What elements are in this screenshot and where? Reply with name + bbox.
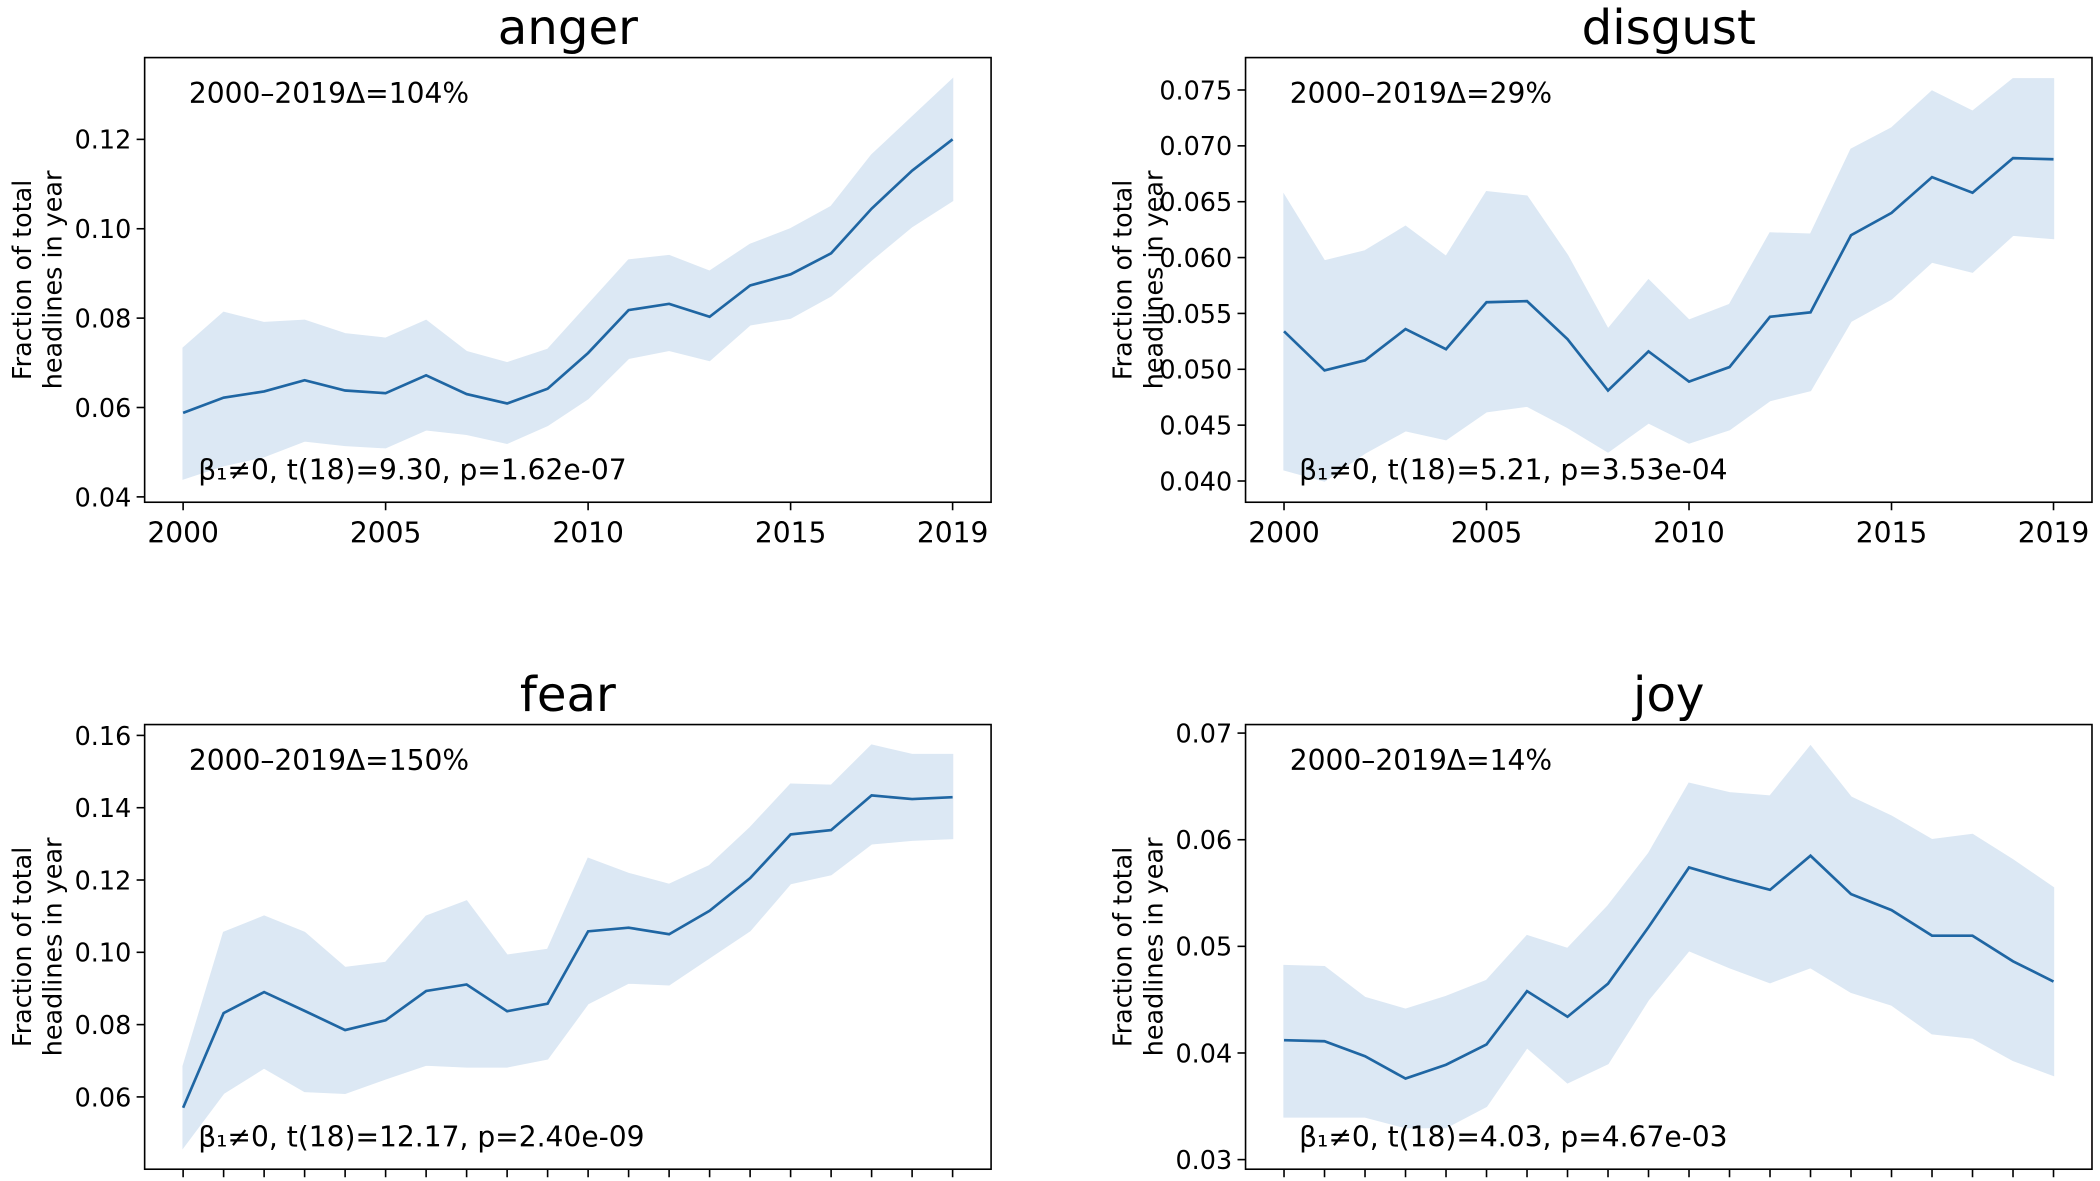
y-tick-label: 0.12: [75, 865, 132, 895]
y-tick-label: 0.055: [1159, 299, 1232, 329]
y-axis-label-line: headlines in year: [38, 837, 68, 1056]
confidence-band: [182, 77, 954, 480]
y-tick-label: 0.12: [75, 125, 132, 155]
annotation-change: 2000–2019Δ=150%: [189, 744, 469, 777]
y-axis-label-line: headlines in year: [1139, 170, 1169, 389]
y-tick-label: 0.08: [75, 303, 132, 333]
x-tick-label: 2019: [2018, 516, 2090, 549]
annotation-test: β₁≠0, t(18)=5.21, p=3.53e-04: [1299, 453, 1727, 486]
line: [182, 138, 954, 415]
y-tick-label: 0.03: [1176, 1145, 1233, 1175]
x-tick-label: 2010: [1653, 516, 1725, 549]
x-tick-label: 2000: [147, 516, 219, 549]
y-axis-label-line: headlines in year: [38, 170, 68, 389]
y-tick-label: 0.07: [1176, 718, 1233, 748]
confidence-band: [1283, 744, 2055, 1129]
axes-frame: [143, 723, 992, 1171]
y-tick-label: 0.16: [75, 721, 132, 751]
annotation-change: 2000–2019Δ=14%: [1290, 744, 1552, 777]
subplot-title: joy: [1632, 667, 1704, 723]
annotation-change: 2000–2019Δ=29%: [1290, 77, 1552, 110]
line: [1283, 156, 2054, 393]
annotation-change: 2000–2019Δ=104%: [189, 77, 469, 110]
y-axis-label: Fraction of totalheadlines in year: [7, 837, 68, 1056]
y-axis-label-line: Fraction of total: [7, 847, 37, 1047]
x-tick-label: 2015: [1856, 516, 1928, 549]
y-tick-label: 0.05: [1176, 932, 1233, 962]
y-axis-label: Fraction of totalheadlines in year: [1108, 837, 1169, 1056]
subplot-title: fear: [520, 667, 616, 723]
subplot: disgust 0.040 0.045 0.050 0.055 0.060 0.065 0.0…: [1108, 0, 2093, 549]
y-axis-label: Fraction of totalheadlines in year: [7, 170, 68, 389]
confidence-band: [182, 744, 954, 1150]
y-tick-label: 0.040: [1159, 466, 1232, 496]
y-tick-label: 0.06: [1176, 825, 1233, 855]
x-tick-label: 2005: [350, 516, 422, 549]
y-tick-label: 0.065: [1159, 187, 1232, 217]
subplot: fear 0.06 0.08 0.10 0.12 0.14 0.16 Fraction of …: [7, 667, 992, 1178]
y-tick-label: 0.050: [1159, 355, 1232, 385]
y-tick-label: 0.060: [1159, 243, 1232, 273]
y-axis-label-line: Fraction of total: [1108, 180, 1138, 380]
y-tick-label: 0.10: [75, 938, 132, 968]
annotation-test: β₁≠0, t(18)=4.03, p=4.67e-03: [1299, 1120, 1727, 1153]
axes-frame: [143, 56, 992, 504]
line: [1283, 853, 2055, 1081]
y-tick-label: 0.08: [75, 1010, 132, 1040]
y-tick-label: 0.14: [75, 793, 132, 823]
x-tick-label: 2015: [755, 516, 827, 549]
x-tick-label: 2019: [917, 516, 989, 549]
y-axis-label-line: Fraction of total: [1108, 847, 1138, 1047]
annotation-test: β₁≠0, t(18)=9.30, p=1.62e-07: [198, 453, 626, 486]
y-axis-label-line: headlines in year: [1139, 837, 1169, 1056]
y-axis-label-line: Fraction of total: [7, 180, 37, 380]
y-tick-label: 0.10: [75, 214, 132, 244]
y-tick-label: 0.075: [1159, 75, 1232, 105]
confidence-band: [1283, 78, 2055, 482]
subplot-title: anger: [498, 0, 638, 56]
subplot-title: disgust: [1582, 0, 1756, 56]
line: [181, 794, 953, 1109]
annotation-test: β₁≠0, t(18)=12.17, p=2.40e-09: [198, 1120, 644, 1153]
subplot: anger 0.04 0.06 0.08 0.10 0.12 2000 2005 2010 201…: [7, 0, 992, 549]
x-tick-label: 2005: [1451, 516, 1523, 549]
y-tick-label: 0.045: [1159, 411, 1232, 441]
y-tick-label: 0.070: [1159, 131, 1232, 161]
y-tick-label: 0.06: [75, 1082, 132, 1112]
y-axis-label: Fraction of totalheadlines in year: [1108, 170, 1169, 389]
subplot: joy 0.03 0.04 0.05 0.06 0.07 Fraction of total…: [1108, 667, 2093, 1178]
x-tick-label: 2010: [552, 516, 624, 549]
y-tick-label: 0.04: [1176, 1038, 1233, 1068]
x-tick-label: 2000: [1248, 516, 1320, 549]
y-tick-label: 0.04: [75, 482, 132, 512]
axes-frame: [1244, 56, 2093, 504]
y-tick-label: 0.06: [75, 393, 132, 423]
figure-body: anger 0.04 0.06 0.08 0.10 0.12 2000 2005 2010 201…: [7, 0, 2093, 1178]
